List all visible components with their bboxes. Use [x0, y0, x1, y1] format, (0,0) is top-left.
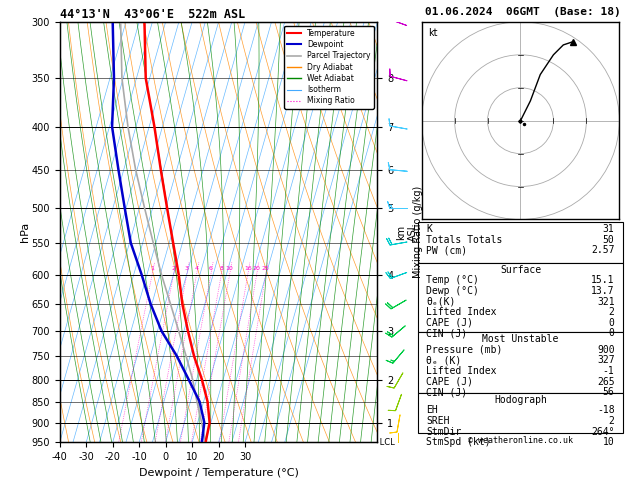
Text: 264°: 264°	[591, 427, 615, 436]
Legend: Temperature, Dewpoint, Parcel Trajectory, Dry Adiabat, Wet Adiabat, Isotherm, Mi: Temperature, Dewpoint, Parcel Trajectory…	[284, 26, 374, 108]
Text: 6: 6	[209, 266, 213, 271]
Text: EH: EH	[426, 405, 438, 416]
Text: -18: -18	[597, 405, 615, 416]
Text: 10: 10	[226, 266, 233, 271]
Text: 0: 0	[609, 318, 615, 328]
Text: 327: 327	[597, 355, 615, 365]
Text: θₑ(K): θₑ(K)	[426, 296, 456, 307]
Text: CIN (J): CIN (J)	[426, 387, 467, 397]
Text: 3: 3	[185, 266, 189, 271]
Text: 321: 321	[597, 296, 615, 307]
Text: 25: 25	[262, 266, 270, 271]
Text: 265: 265	[597, 377, 615, 386]
Text: 0: 0	[609, 329, 615, 338]
Text: CAPE (J): CAPE (J)	[426, 318, 474, 328]
Text: Mixing Ratio (g/kg): Mixing Ratio (g/kg)	[413, 186, 423, 278]
Text: CAPE (J): CAPE (J)	[426, 377, 474, 386]
Y-axis label: km
ASL: km ASL	[396, 223, 418, 241]
Text: 10: 10	[603, 437, 615, 447]
Text: 50: 50	[603, 235, 615, 244]
Text: 20: 20	[253, 266, 260, 271]
Text: 2: 2	[609, 416, 615, 426]
Text: 44°13'N  43°06'E  522m ASL: 44°13'N 43°06'E 522m ASL	[60, 8, 245, 21]
Text: SREH: SREH	[426, 416, 450, 426]
Text: Totals Totals: Totals Totals	[426, 235, 503, 244]
Text: Lifted Index: Lifted Index	[426, 307, 497, 317]
Text: 2: 2	[609, 307, 615, 317]
Text: K: K	[426, 224, 432, 234]
Text: 2.57: 2.57	[591, 245, 615, 255]
Text: 4: 4	[194, 266, 199, 271]
Bar	[418, 222, 623, 262]
Text: θₑ (K): θₑ (K)	[426, 355, 462, 365]
Text: Dewp (°C): Dewp (°C)	[426, 286, 479, 296]
Text: StmSpd (kt): StmSpd (kt)	[426, 437, 491, 447]
Text: Hodograph: Hodograph	[494, 395, 547, 405]
Text: StmDir: StmDir	[426, 427, 462, 436]
Text: 15.1: 15.1	[591, 276, 615, 285]
Text: LCL: LCL	[377, 438, 395, 447]
Text: Temp (°C): Temp (°C)	[426, 276, 479, 285]
Text: 1: 1	[150, 266, 154, 271]
X-axis label: Dewpoint / Temperature (°C): Dewpoint / Temperature (°C)	[138, 468, 299, 478]
Text: 01.06.2024  06GMT  (Base: 18): 01.06.2024 06GMT (Base: 18)	[425, 7, 620, 17]
Text: PW (cm): PW (cm)	[426, 245, 467, 255]
Text: 31: 31	[603, 224, 615, 234]
Text: Most Unstable: Most Unstable	[482, 334, 559, 344]
Text: Pressure (mb): Pressure (mb)	[426, 345, 503, 355]
Y-axis label: hPa: hPa	[20, 222, 30, 242]
Text: CIN (J): CIN (J)	[426, 329, 467, 338]
Text: 56: 56	[603, 387, 615, 397]
Bar	[418, 262, 623, 332]
Text: 900: 900	[597, 345, 615, 355]
Text: 8: 8	[220, 266, 223, 271]
Bar	[418, 332, 623, 393]
Text: 13.7: 13.7	[591, 286, 615, 296]
Bar	[418, 393, 623, 434]
Text: Lifted Index: Lifted Index	[426, 366, 497, 376]
Text: © weatheronline.co.uk: © weatheronline.co.uk	[468, 435, 573, 445]
Text: Surface: Surface	[500, 265, 541, 275]
Text: 2: 2	[172, 266, 175, 271]
Text: kt: kt	[428, 28, 437, 38]
Text: -1: -1	[603, 366, 615, 376]
Text: 16: 16	[244, 266, 252, 271]
